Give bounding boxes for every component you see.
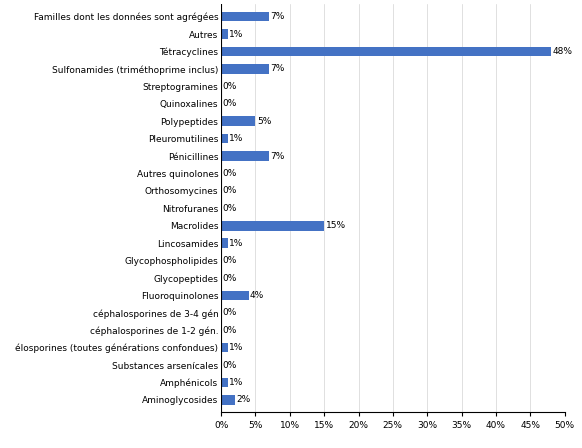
Text: 0%: 0% [222, 256, 237, 265]
Text: 1%: 1% [229, 378, 244, 387]
Text: 7%: 7% [271, 151, 285, 160]
Bar [221, 343, 228, 353]
Bar [221, 134, 228, 143]
Text: 2%: 2% [236, 396, 250, 405]
Text: 1%: 1% [229, 343, 244, 352]
Text: 48%: 48% [552, 47, 572, 56]
Bar [221, 291, 249, 300]
Text: 15%: 15% [325, 221, 346, 230]
Text: 7%: 7% [271, 12, 285, 21]
Bar [221, 47, 551, 56]
Bar [221, 395, 235, 405]
Bar [221, 378, 228, 388]
Bar [221, 221, 324, 231]
Text: 0%: 0% [222, 361, 237, 370]
Text: 0%: 0% [222, 204, 237, 213]
Bar [221, 29, 228, 39]
Text: 0%: 0% [222, 274, 237, 283]
Bar [221, 238, 228, 248]
Text: 7%: 7% [271, 65, 285, 73]
Text: 1%: 1% [229, 239, 244, 248]
Bar [221, 116, 255, 126]
Bar [221, 64, 269, 74]
Text: 0%: 0% [222, 186, 237, 195]
Text: 0%: 0% [222, 326, 237, 335]
Text: 0%: 0% [222, 82, 237, 91]
Text: 1%: 1% [229, 30, 244, 39]
Text: 1%: 1% [229, 134, 244, 143]
Bar [221, 12, 269, 22]
Text: 0%: 0% [222, 99, 237, 108]
Text: 0%: 0% [222, 308, 237, 317]
Text: 5%: 5% [257, 117, 271, 126]
Text: 0%: 0% [222, 169, 237, 178]
Bar [221, 151, 269, 161]
Text: 4%: 4% [250, 291, 264, 300]
